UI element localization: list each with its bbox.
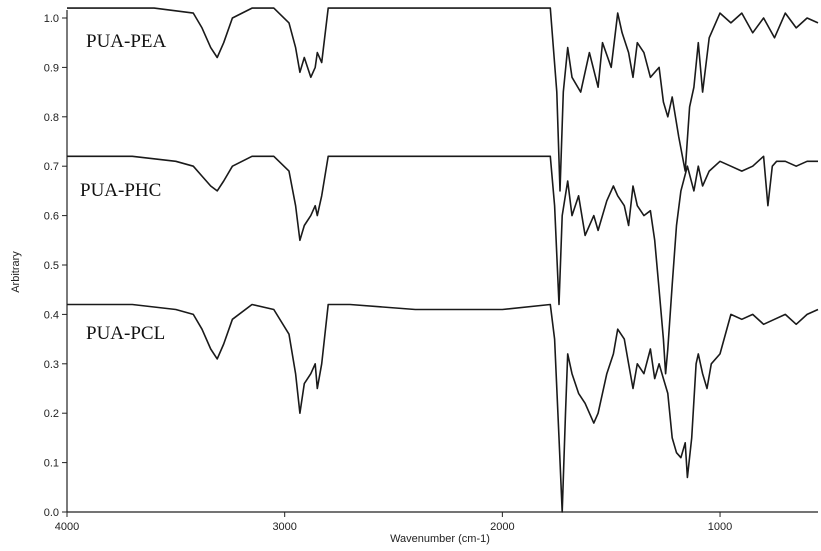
series-line-pua-pea — [67, 7, 819, 192]
y-tick-label: 0.5 — [44, 260, 59, 272]
axes — [66, 10, 818, 513]
series-line-pua-phc — [67, 155, 818, 375]
x-tick-label: 3000 — [272, 521, 296, 533]
series-label-pua-phc: PUA-PHC — [80, 180, 161, 201]
y-tick-label: 0.0 — [44, 507, 59, 519]
y-tick-label: 0.7 — [44, 161, 59, 173]
y-tick-label: 0.6 — [44, 211, 59, 223]
x-tick-label: 2000 — [490, 521, 514, 533]
series-label-pua-pea: PUA-PEA — [86, 31, 167, 52]
spectra-traces — [67, 7, 819, 513]
y-tick-label: 0.1 — [44, 458, 59, 470]
y-tick-label: 0.9 — [44, 62, 59, 74]
x-tick-label: 4000 — [55, 521, 79, 533]
x-tick-label: 1000 — [708, 521, 732, 533]
series-line-pua-pcl — [67, 303, 819, 513]
y-axis-title: Arbitrary — [10, 251, 22, 293]
x-ticks: 4000 3000 2000 1000 — [55, 512, 732, 533]
series-label-pua-pcl: PUA-PCL — [86, 323, 165, 344]
x-axis-title: Wavenumber (cm-1) — [390, 533, 490, 545]
y-tick-label: 0.3 — [44, 359, 59, 371]
y-tick-label: 1.0 — [44, 13, 59, 25]
y-tick-label: 0.8 — [44, 112, 59, 124]
y-tick-label: 0.2 — [44, 408, 59, 420]
y-tick-label: 0.4 — [44, 309, 59, 321]
y-ticks: 0.0 0.1 0.2 0.3 0.4 0.5 0.6 0.7 0.8 0.9 1.0 — [44, 13, 67, 519]
series-labels: PUA-PEA PUA-PHC PUA-PCL — [80, 31, 167, 344]
